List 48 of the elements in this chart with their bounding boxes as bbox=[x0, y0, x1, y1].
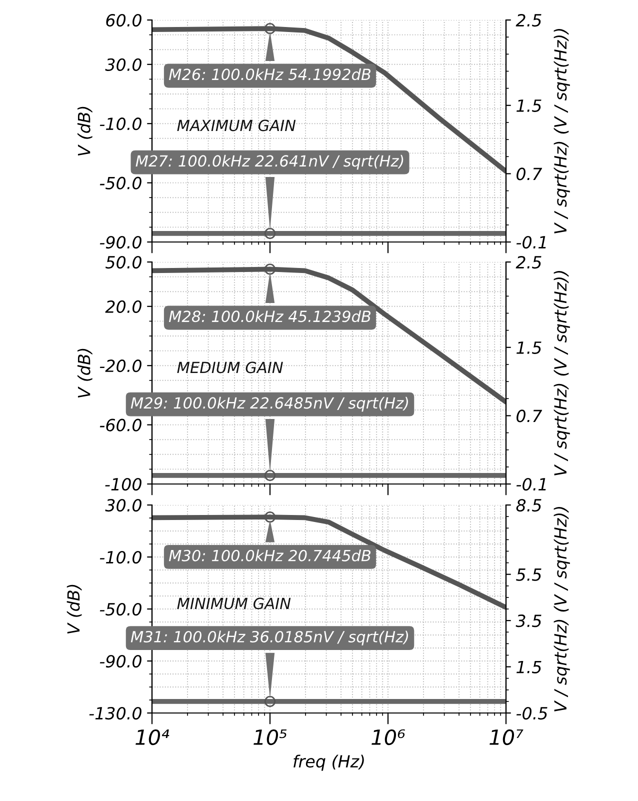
y2-tick-label: -0.5 bbox=[516, 706, 548, 720]
y-axis-title: V (dB) bbox=[66, 584, 82, 634]
y-tick-label: -10.0 bbox=[100, 550, 142, 564]
y-tick-label: -90.0 bbox=[100, 236, 142, 249]
y-tick-label: -130.0 bbox=[89, 706, 142, 720]
y-tick-label: -10.0 bbox=[100, 118, 142, 130]
y2-tick-label: 2.5 bbox=[516, 256, 542, 269]
y-tick-label: -90.0 bbox=[100, 654, 142, 668]
y2-tick-label: 0.7 bbox=[516, 168, 542, 180]
y2-tick-label: -0.1 bbox=[516, 478, 546, 491]
x-tick-label: 10⁷ bbox=[490, 729, 524, 746]
y-tick-label: -50.0 bbox=[100, 602, 142, 616]
annotation: MEDIUM GAIN bbox=[177, 362, 283, 374]
annotation: M28: 100.0kHz 45.1239dB bbox=[168, 310, 371, 322]
y-tick-label: -50.0 bbox=[100, 176, 142, 190]
y2-tick-label: 8.5 bbox=[516, 498, 542, 512]
x-axis-title: freq (Hz) bbox=[294, 754, 364, 771]
y2-tick-label: 1.5 bbox=[516, 342, 542, 354]
y-tick-label: 50.0 bbox=[106, 256, 142, 269]
y-axis-title: V (dB) bbox=[77, 348, 92, 398]
annotation: MINIMUM GAIN bbox=[177, 598, 291, 610]
annotation: M29: 100.0kHz 22.6485nV / sqrt(Hz) bbox=[130, 396, 408, 412]
annotation: M31: 100.0kHz 36.0185nV / sqrt(Hz) bbox=[130, 630, 408, 646]
y-tick-label: -20.0 bbox=[100, 360, 142, 372]
y2-tick-label: 1.5 bbox=[516, 660, 542, 674]
y-tick-label: -60.0 bbox=[100, 418, 142, 432]
annotation: M26: 100.0kHz 54.1992dB bbox=[168, 68, 371, 80]
y2-tick-label: 1.5 bbox=[516, 100, 542, 112]
y2-tick-label: -0.1 bbox=[516, 236, 546, 249]
x-tick-label: 10⁵ bbox=[254, 729, 287, 746]
y-tick-label: 60.0 bbox=[106, 14, 142, 27]
y-tick-label: 20.0 bbox=[105, 300, 142, 313]
y-tick-label: 30.0 bbox=[105, 58, 142, 71]
annotation: MAXIMUM GAIN bbox=[177, 120, 296, 132]
y2-tick-label: 0.7 bbox=[516, 410, 542, 422]
y2-axis-title: V / sqrt(Hz) (V / sqrt(Hz)) bbox=[554, 271, 570, 476]
y2-tick-label: 5.5 bbox=[516, 568, 542, 581]
y2-axis-title: V / sqrt(Hz) (V / sqrt(Hz)) bbox=[554, 507, 570, 712]
y-axis-title: V (dB) bbox=[77, 106, 92, 156]
x-tick-label: 10⁴ bbox=[136, 729, 170, 746]
y-tick-label: 30.0 bbox=[105, 498, 142, 512]
annotation: M30: 100.0kHz 20.7445dB bbox=[168, 550, 371, 562]
y-tick-label: -100 bbox=[105, 478, 142, 491]
x-tick-label: 10⁶ bbox=[372, 729, 405, 746]
annotation: M27: 100.0kHz 22.641nV / sqrt(Hz) bbox=[136, 154, 404, 170]
y2-tick-label: 2.5 bbox=[516, 14, 542, 27]
y2-axis-title: V / sqrt(Hz) (V / sqrt(Hz)) bbox=[554, 29, 570, 234]
y2-tick-label: 3.5 bbox=[516, 614, 542, 628]
